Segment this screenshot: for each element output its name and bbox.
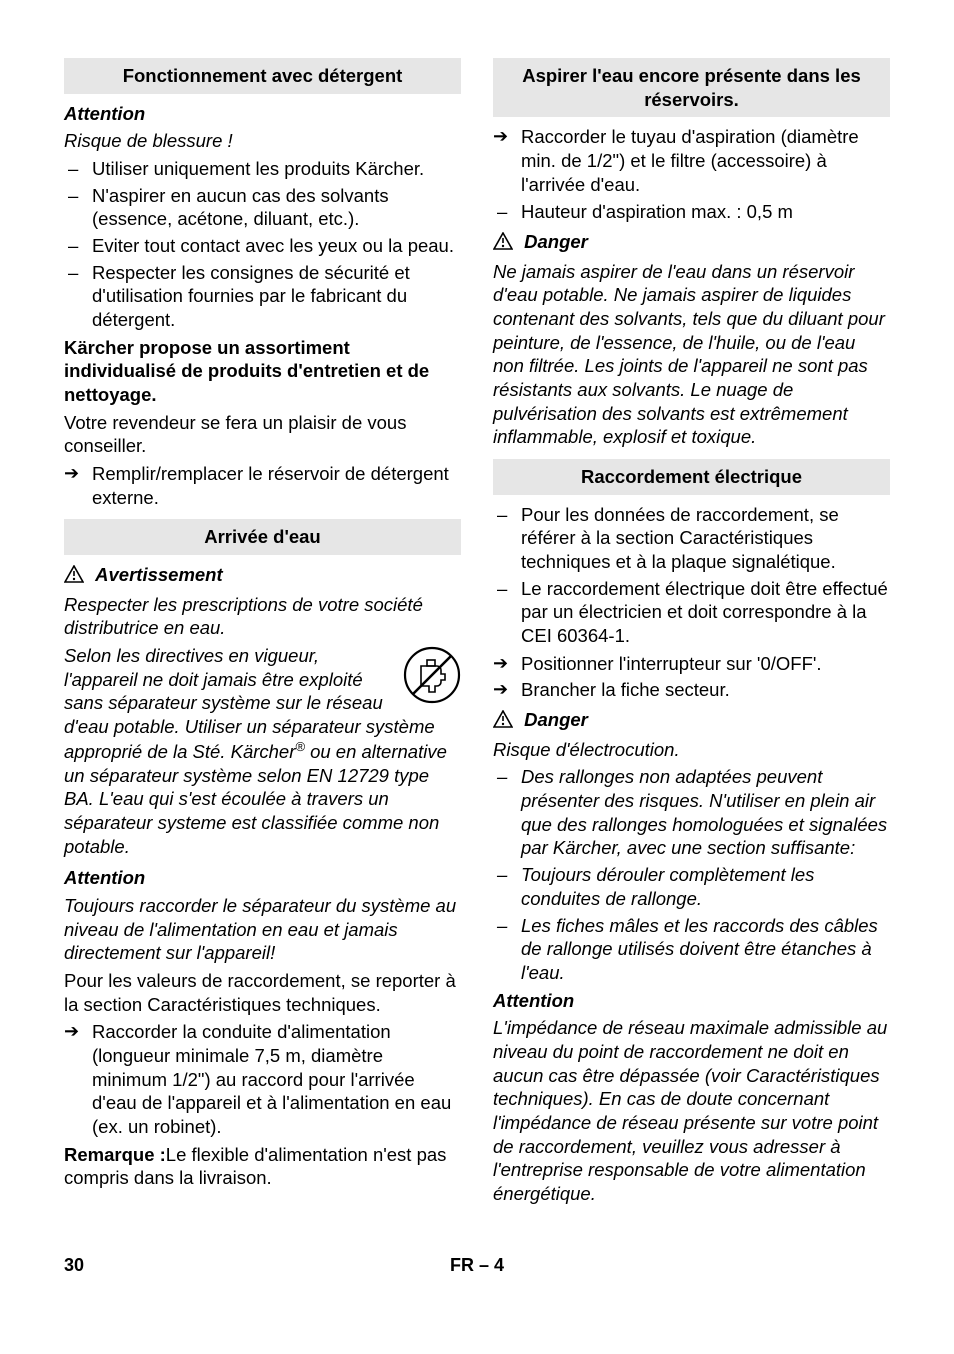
list-item: Respecter les consignes de sécurité et d… [64,261,461,332]
list-item: Utiliser uniquement les produits Kärcher… [64,157,461,181]
directive-paragraph: Selon les directives en vigueur, l'appar… [64,644,461,858]
danger-line: Danger [493,230,890,256]
list-item: Brancher la fiche secteur. [493,678,890,702]
section-heading-detergent: Fonctionnement avec détergent [64,58,461,94]
list-item: Les fiches mâles et les raccords des câb… [493,914,890,985]
list-item: Raccorder la conduite d'alimentation (lo… [64,1020,461,1138]
list-item: Eviter tout contact avec les yeux ou la … [64,234,461,258]
footer-lang: FR – 4 [450,1254,504,1277]
electric-steps: Positionner l'interrupteur sur '0/OFF'. … [493,652,890,702]
warning-icon [64,565,84,589]
list-item: Toujours dérouler complètement les condu… [493,863,890,910]
separator-text: Toujours raccorder le séparateur du syst… [64,894,461,965]
footer-spacer [885,1254,890,1277]
section-heading-water: Arrivée d'eau [64,519,461,555]
right-column: Aspirer l'eau encore présente dans les r… [493,54,890,1210]
list-item: Hauteur d'aspiration max. : 0,5 m [493,200,890,224]
attention-label: Attention [64,866,461,890]
page-footer: 30 FR – 4 [64,1254,890,1277]
refill-step: Remplir/remplacer le réservoir de déterg… [64,462,461,509]
dealer-text: Votre revendeur se fera un plaisir de vo… [64,411,461,458]
no-tap-water-icon [403,646,461,710]
danger-text: Ne jamais aspirer de l'eau dans un réser… [493,260,890,449]
section-heading-aspirate: Aspirer l'eau encore présente dans les r… [493,58,890,117]
attention-label: Attention [493,989,890,1013]
left-column: Fonctionnement avec détergent Attention … [64,54,461,1210]
danger-label: Danger [524,709,588,730]
karcher-assortment: Kärcher propose un assortiment individua… [64,336,461,407]
danger-label: Danger [524,231,588,252]
list-item: Le raccordement électrique doit être eff… [493,577,890,648]
water-company-text: Respecter les prescriptions de votre soc… [64,593,461,640]
detergent-bullets: Utiliser uniquement les produits Kärcher… [64,157,461,332]
list-item: Des rallonges non adaptées peuvent prése… [493,765,890,860]
page-number: 30 [64,1254,84,1277]
extension-bullets: Des rallonges non adaptées peuvent prése… [493,765,890,984]
danger-line: Danger [493,708,890,734]
electric-bullets: Pour les données de raccordement, se réf… [493,503,890,648]
list-item: Positionner l'interrupteur sur '0/OFF'. [493,652,890,676]
risk-text: Risque de blessure ! [64,129,461,153]
aspirate-steps: Raccorder le tuyau d'aspiration (diamètr… [493,125,890,196]
warning-line: Avertissement [64,563,461,589]
warning-icon [493,710,513,734]
reg-mark: ® [295,739,305,754]
list-item: Raccorder le tuyau d'aspiration (diamètr… [493,125,890,196]
attention-label: Attention [64,102,461,126]
connect-hose-step: Raccorder la conduite d'alimentation (lo… [64,1020,461,1138]
remark-line: Remarque :Le flexible d'alimentation n'e… [64,1143,461,1190]
list-item: N'aspirer en aucun cas des solvants (ess… [64,184,461,231]
electrocution-risk: Risque d'électrocution. [493,738,890,762]
connection-values-text: Pour les valeurs de raccordement, se rep… [64,969,461,1016]
list-item: Pour les données de raccordement, se réf… [493,503,890,574]
remark-label: Remarque : [64,1144,166,1165]
warning-label: Avertissement [95,564,223,585]
impedance-text: L'impédance de réseau maximale admissibl… [493,1016,890,1205]
aspirate-note: Hauteur d'aspiration max. : 0,5 m [493,200,890,224]
list-item: Remplir/remplacer le réservoir de déterg… [64,462,461,509]
section-heading-electric: Raccordement électrique [493,459,890,495]
warning-icon [493,232,513,256]
